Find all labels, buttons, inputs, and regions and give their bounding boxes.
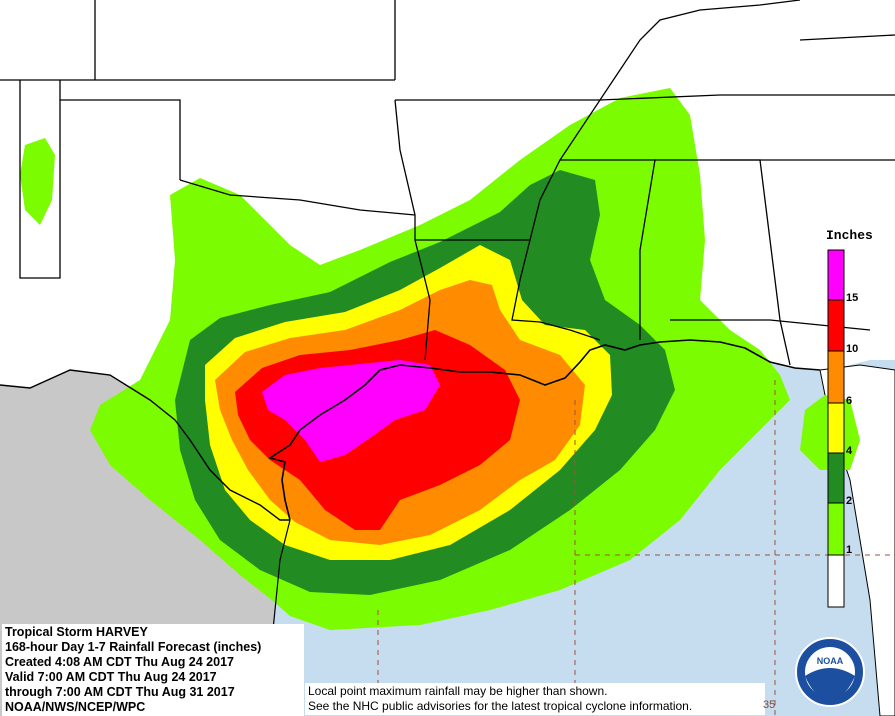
disclaimer-line-1: Local point maximum rainfall may be high…: [308, 684, 608, 698]
legend-swatch-2: [827, 452, 845, 504]
rain-band-small-west: [20, 138, 55, 225]
noaa-logo-text: NOAA: [817, 656, 844, 666]
legend-swatch-4: [827, 350, 845, 404]
agency-credit: NOAA/NWS/NCEP/WPC: [5, 700, 146, 714]
legend-title: Inches: [826, 228, 873, 243]
noaa-logo: NOAA: [795, 637, 865, 707]
legend-tick-2: 2: [846, 495, 853, 507]
rio-grande-border: [0, 369, 290, 521]
legend-swatch-3: [827, 402, 845, 454]
disclaimer-box: Local point maximum rainfall may be high…: [305, 683, 765, 715]
legend-tick-15: 15: [846, 292, 859, 304]
legend-colorbar: [827, 249, 845, 608]
through-time: through 7:00 AM CDT Thu Aug 31 2017: [5, 685, 235, 699]
valid-time: Valid 7:00 AM CDT Thu Aug 24 2017: [5, 670, 217, 684]
forecast-description: 168-hour Day 1-7 Rainfall Forecast (inch…: [5, 640, 262, 654]
state-borders: [0, 0, 895, 366]
legend-tick-10: 10: [846, 343, 859, 355]
legend-tick-1: 1: [846, 544, 853, 556]
legend-swatch-1: [827, 502, 845, 556]
legend-tick-6: 6: [846, 395, 853, 407]
lat-lon-grid: [377, 380, 895, 716]
storm-name: Tropical Storm HARVEY: [5, 625, 148, 639]
rain-band-15plus-in: [262, 360, 440, 462]
legend-swatch-0: [827, 554, 845, 608]
coastline: [268, 339, 821, 521]
grid-edge-label: 35: [763, 699, 776, 711]
legend-tick-4: 4: [846, 445, 853, 457]
disclaimer-line-2: See the NHC public advisories for the la…: [308, 699, 693, 713]
created-time: Created 4:08 AM CDT Thu Aug 24 2017: [5, 655, 234, 669]
forecast-info-box: Tropical Storm HARVEY 168-hour Day 1-7 R…: [2, 624, 304, 716]
legend-swatch-5: [827, 299, 845, 352]
legend-swatch-6: [827, 249, 845, 301]
